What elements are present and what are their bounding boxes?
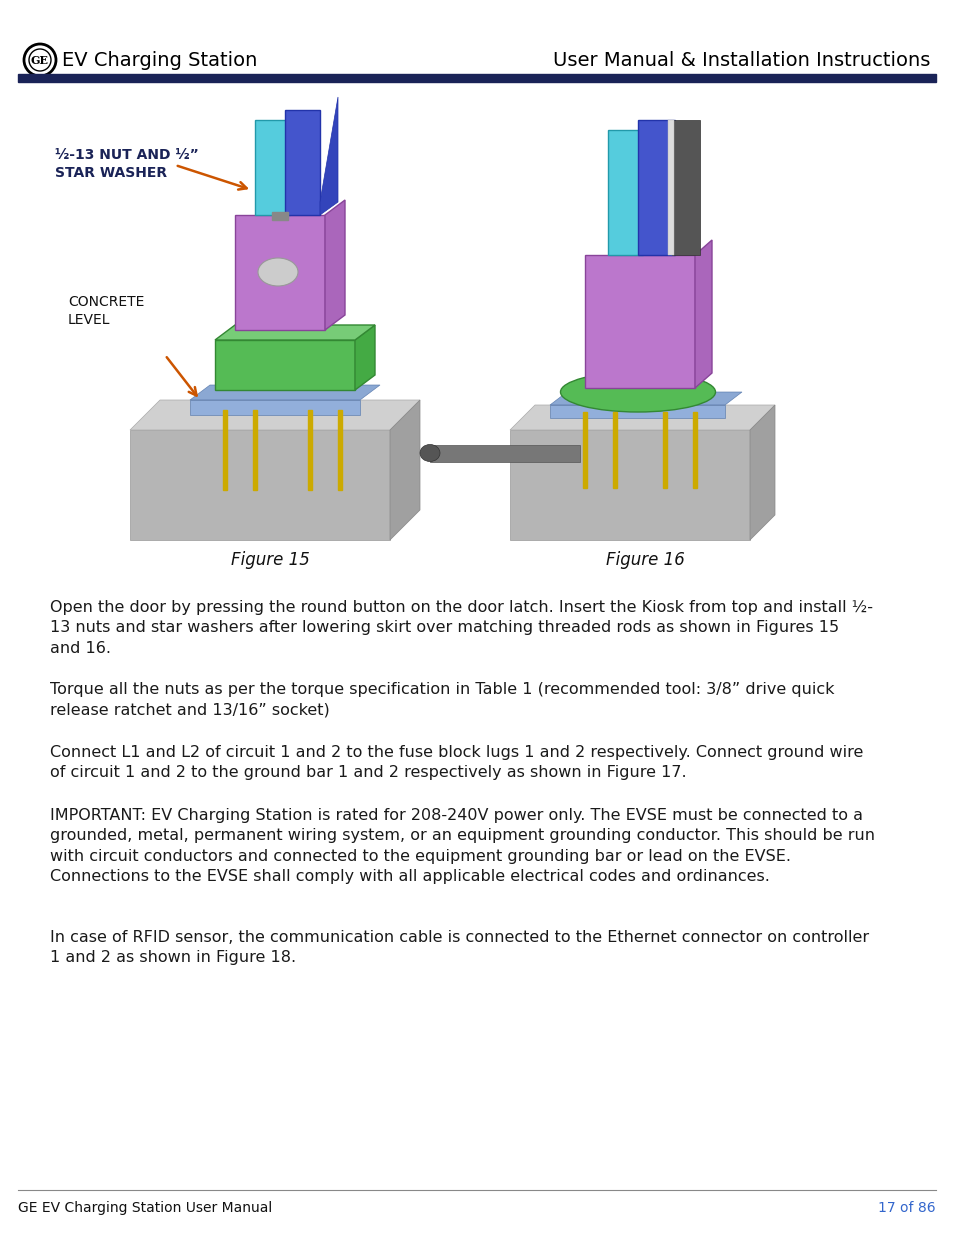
Text: Open the door by pressing the round button on the door latch. Insert the Kiosk f: Open the door by pressing the round butt… xyxy=(50,600,872,656)
Polygon shape xyxy=(749,405,774,540)
Bar xyxy=(223,410,227,490)
Polygon shape xyxy=(355,325,375,390)
Text: GE EV Charging Station User Manual: GE EV Charging Station User Manual xyxy=(18,1200,272,1215)
Ellipse shape xyxy=(419,445,439,462)
Polygon shape xyxy=(214,340,355,390)
Polygon shape xyxy=(671,120,700,254)
Bar xyxy=(613,412,617,488)
Polygon shape xyxy=(607,130,642,254)
Polygon shape xyxy=(130,400,419,430)
Polygon shape xyxy=(510,405,774,430)
Polygon shape xyxy=(695,240,711,388)
Ellipse shape xyxy=(560,372,715,412)
Text: IMPORTANT: EV Charging Station is rated for 208-240V power only. The EVSE must b: IMPORTANT: EV Charging Station is rated … xyxy=(50,808,874,884)
Polygon shape xyxy=(550,391,741,405)
Text: 17 of 86: 17 of 86 xyxy=(878,1200,935,1215)
Polygon shape xyxy=(190,400,359,415)
Text: Figure 16: Figure 16 xyxy=(605,551,683,569)
Text: EV Charging Station: EV Charging Station xyxy=(62,51,257,69)
Bar xyxy=(337,410,341,490)
Polygon shape xyxy=(390,400,419,540)
Polygon shape xyxy=(638,120,675,254)
Polygon shape xyxy=(667,120,673,254)
Polygon shape xyxy=(234,215,325,330)
Text: Connect L1 and L2 of circuit 1 and 2 to the fuse block lugs 1 and 2 respectively: Connect L1 and L2 of circuit 1 and 2 to … xyxy=(50,745,862,781)
Polygon shape xyxy=(550,405,724,417)
Ellipse shape xyxy=(257,258,297,287)
Polygon shape xyxy=(214,325,375,340)
Bar xyxy=(582,412,586,488)
Bar xyxy=(18,74,935,82)
Bar xyxy=(308,410,312,490)
Text: Figure 15: Figure 15 xyxy=(231,551,309,569)
Polygon shape xyxy=(325,200,345,330)
Bar xyxy=(692,412,697,488)
Text: CONCRETE
LEVEL: CONCRETE LEVEL xyxy=(68,295,144,327)
Polygon shape xyxy=(510,430,749,540)
Polygon shape xyxy=(285,110,319,215)
Bar xyxy=(662,412,666,488)
Text: ½-13 NUT AND ½”
STAR WASHER: ½-13 NUT AND ½” STAR WASHER xyxy=(55,148,198,180)
Text: In case of RFID sensor, the communication cable is connected to the Ethernet con: In case of RFID sensor, the communicatio… xyxy=(50,930,868,966)
Bar xyxy=(272,212,288,220)
Polygon shape xyxy=(584,254,695,388)
Text: User Manual & Installation Instructions: User Manual & Installation Instructions xyxy=(552,51,929,69)
Polygon shape xyxy=(130,430,390,540)
Text: Torque all the nuts as per the torque specification in Table 1 (recommended tool: Torque all the nuts as per the torque sp… xyxy=(50,682,834,718)
Polygon shape xyxy=(190,385,379,400)
Bar xyxy=(253,410,256,490)
Text: GE: GE xyxy=(30,54,49,65)
Polygon shape xyxy=(430,445,579,462)
Polygon shape xyxy=(319,98,337,215)
Polygon shape xyxy=(254,120,290,215)
